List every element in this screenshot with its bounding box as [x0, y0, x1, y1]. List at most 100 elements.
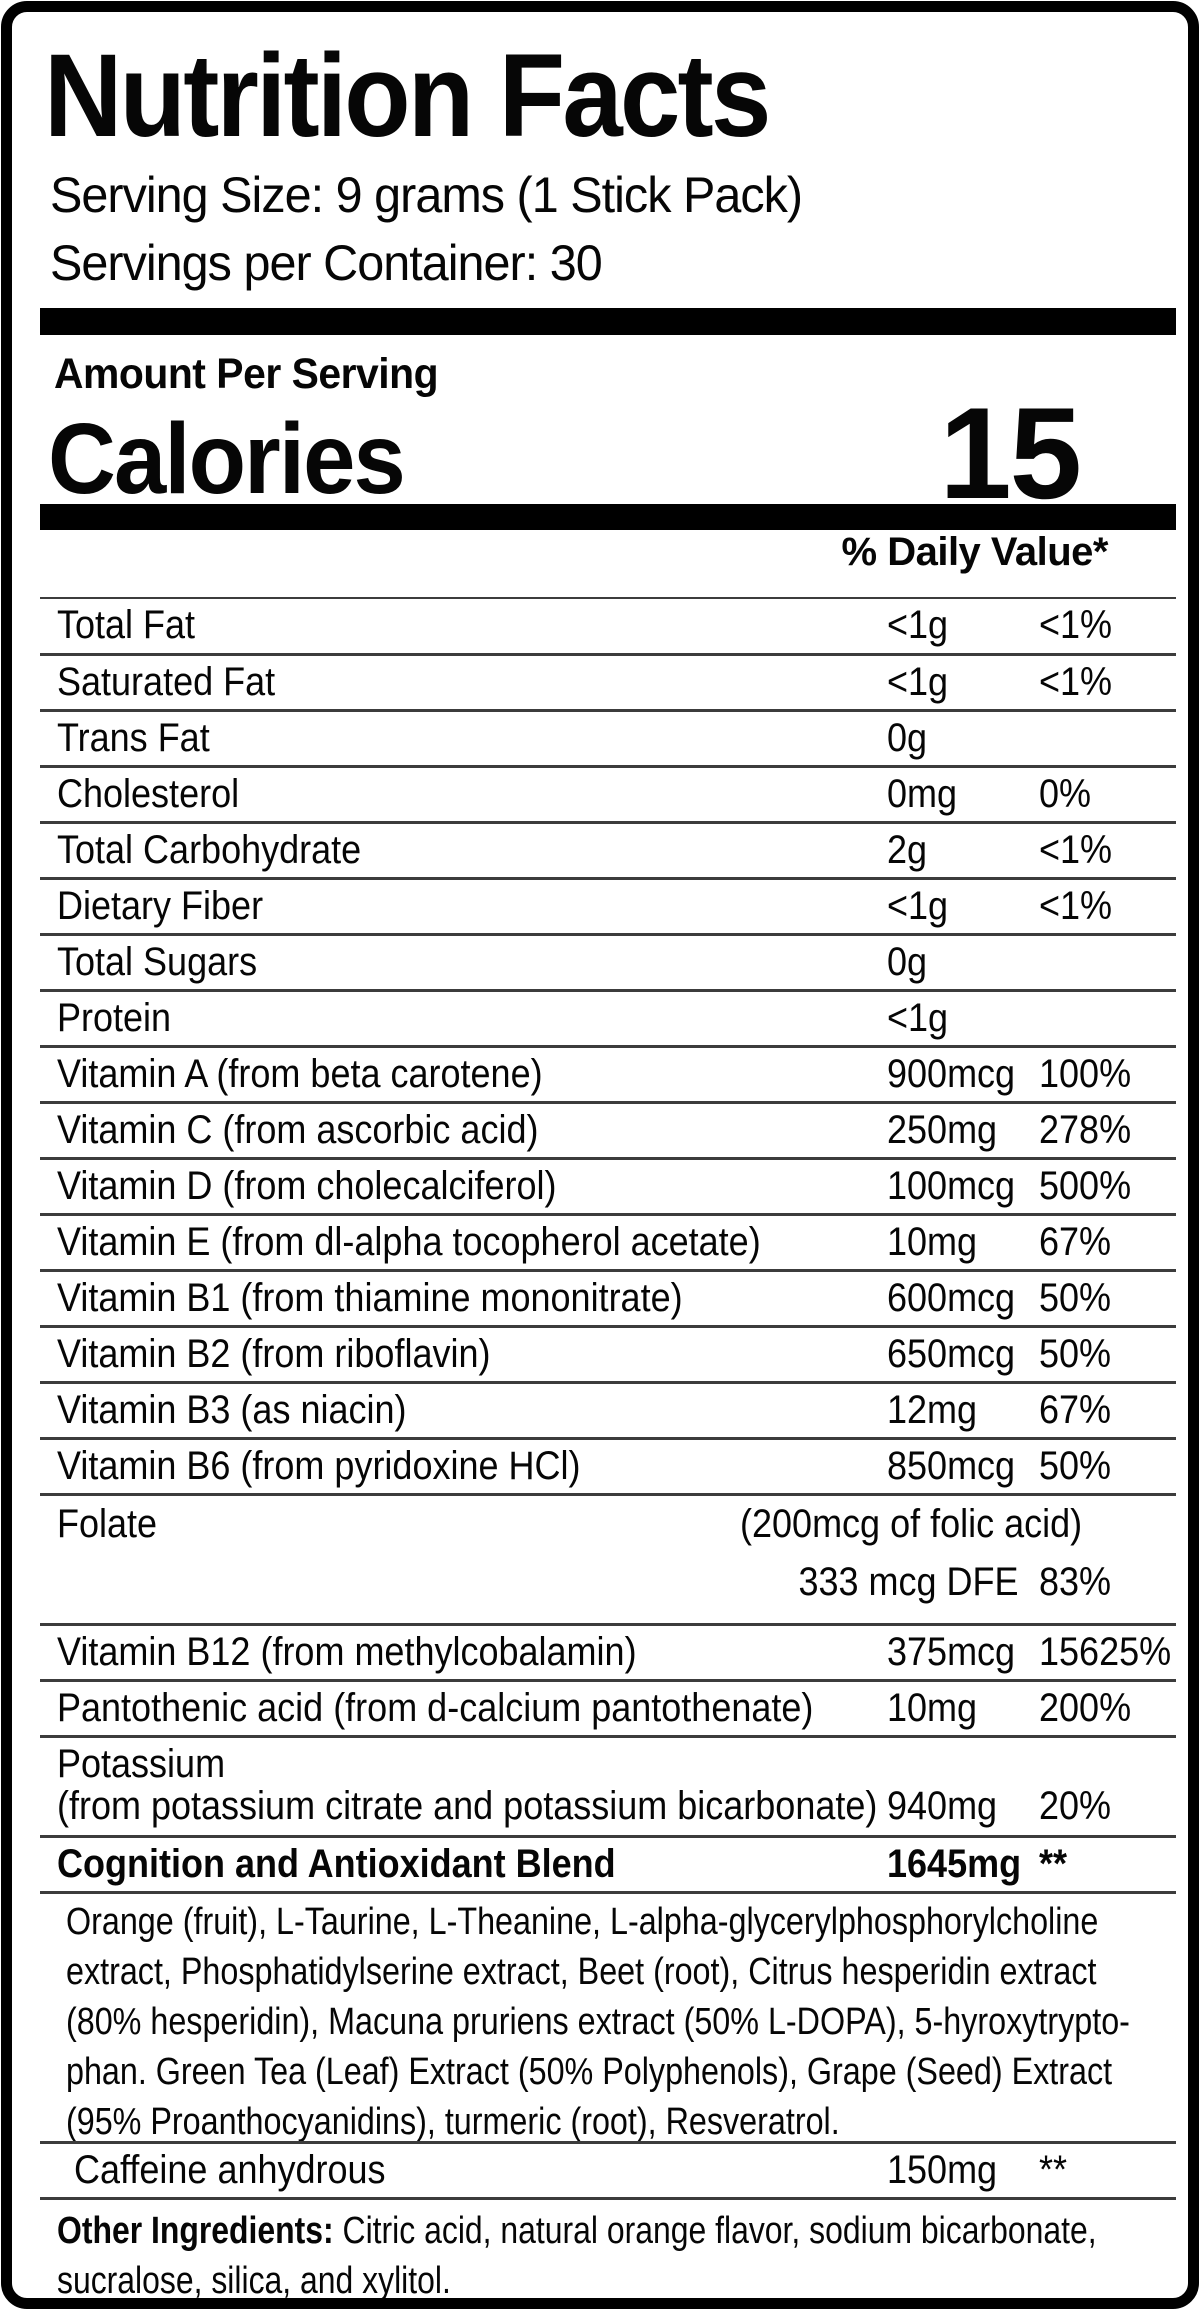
table-row: Orange (fruit), L-Taurine, L-Theanine, L…	[40, 1891, 1176, 2143]
table-row: Vitamin B12 (from methylcobalamin) 375mcg…	[40, 1623, 1176, 1679]
table-row: Folate (200mcg of folic acid) 333 mcg DFE 8…	[40, 1493, 1176, 1623]
row-daily-value: 0%	[1039, 772, 1092, 816]
row-amount: 150mg	[887, 2148, 998, 2192]
table-row: Vitamin B2 (from riboflavin) 650mcg 50%	[40, 1325, 1176, 1381]
table-row: Potassium (from potassium citrate and pot…	[40, 1735, 1176, 1835]
row-label: Potassium	[57, 1742, 226, 1786]
row-amount: 2g	[887, 828, 928, 872]
table-row: Other Ingredients: Citric acid, natural …	[40, 2197, 1176, 2302]
row-label: Total Sugars	[57, 940, 258, 984]
table-row: Vitamin B6 (from pyridoxine HCl) 850mcg 50…	[40, 1437, 1176, 1493]
table-row: Vitamin B3 (as niacin) 12mg 67%	[40, 1381, 1176, 1437]
row-daily-value: 100%	[1039, 1052, 1132, 1096]
row-label: Vitamin D (from cholecalciferol)	[57, 1164, 557, 1208]
row-daily-value: 50%	[1039, 1276, 1112, 1320]
blend-ingredients-line: Orange (fruit), L-Taurine, L-Theanine, L…	[66, 1901, 1099, 1943]
row-amount: 650mcg	[887, 1332, 1016, 1376]
row-daily-value: 200%	[1039, 1686, 1132, 1730]
table-row: Total Carbohydrate 2g <1%	[40, 821, 1176, 877]
table-row: Trans Fat 0g	[40, 709, 1176, 765]
table-row: Caffeine anhydrous 150mg **	[40, 2141, 1176, 2197]
serving-size-text: Serving Size: 9 grams (1 Stick Pack)	[50, 167, 803, 223]
row-daily-value: 67%	[1039, 1220, 1112, 1264]
other-ingredients-line: sucralose, silica, and xylitol.	[57, 2260, 451, 2302]
amount-per-serving-label: Amount Per Serving	[54, 350, 439, 398]
row-label: Cholesterol	[57, 772, 240, 816]
blend-ingredients-line: (95% Proanthocyanidins), turmeric (root)…	[66, 2101, 840, 2143]
row-amount: 600mcg	[887, 1276, 1016, 1320]
row-amount: <1g	[887, 996, 949, 1040]
row-amount: 10mg	[887, 1686, 978, 1730]
row-daily-value: <1%	[1039, 660, 1113, 704]
calories-label: Calories	[48, 403, 406, 515]
divider-bar-top	[40, 308, 1176, 335]
row-daily-value: 500%	[1039, 1164, 1132, 1208]
row-daily-value: 15625%	[1039, 1630, 1172, 1674]
row-label: Vitamin B6 (from pyridoxine HCl)	[57, 1444, 581, 1488]
row-label: Total Carbohydrate	[57, 828, 362, 872]
row-amount: <1g	[887, 603, 949, 647]
row-amount: 375mcg	[887, 1630, 1016, 1674]
table-row: Vitamin D (from cholecalciferol) 100mcg 50…	[40, 1157, 1176, 1213]
row-daily-value: 278%	[1039, 1108, 1132, 1152]
row-label: Total Fat	[57, 603, 196, 647]
row-label: Cognition and Antioxidant Blend	[57, 1842, 616, 1886]
blend-ingredients-line: phan. Green Tea (Leaf) Extract (50% Poly…	[66, 2051, 1113, 2093]
row-daily-value: 83%	[1039, 1560, 1112, 1604]
row-amount: 900mcg	[887, 1052, 1016, 1096]
row-label: Saturated Fat	[57, 660, 276, 704]
row-label: Vitamin C (from ascorbic acid)	[57, 1108, 539, 1152]
row-amount: 10mg	[887, 1220, 978, 1264]
row-label: Protein	[57, 996, 172, 1040]
row-daily-value: 50%	[1039, 1332, 1112, 1376]
row-label: Dietary Fiber	[57, 884, 264, 928]
table-row: Pantothenic acid (from d-calcium pantoth…	[40, 1679, 1176, 1735]
row-amount: 12mg	[887, 1388, 978, 1432]
table-row: Vitamin E (from dl-alpha tocopherol acet…	[40, 1213, 1176, 1269]
row-amount: 0mg	[887, 772, 958, 816]
divider-bar-calories	[40, 504, 1176, 530]
row-daily-value: 50%	[1039, 1444, 1112, 1488]
row-label: Vitamin B2 (from riboflavin)	[57, 1332, 491, 1376]
table-row: Vitamin C (from ascorbic acid) 250mg 278%	[40, 1101, 1176, 1157]
row-label: Vitamin B12 (from methylcobalamin)	[57, 1630, 637, 1674]
table-row: Dietary Fiber <1g <1%	[40, 877, 1176, 933]
row-daily-value: **	[1039, 1842, 1068, 1886]
row-daily-value: <1%	[1039, 603, 1113, 647]
table-row: Total Sugars 0g	[40, 933, 1176, 989]
page-title: Nutrition Facts	[44, 30, 771, 162]
table-row: Cognition and Antioxidant Blend 1645mg **	[40, 1835, 1176, 1891]
row-label: Pantothenic acid (from d-calcium pantoth…	[57, 1686, 814, 1730]
row-amount: 850mcg	[887, 1444, 1016, 1488]
row-amount: <1g	[887, 884, 949, 928]
row-amount: 940mg	[887, 1784, 998, 1828]
table-row: Total Fat <1g <1%	[40, 597, 1176, 653]
row-daily-value: **	[1039, 2148, 1068, 2192]
other-ingredients-prefix: Other Ingredients:	[57, 2210, 334, 2252]
servings-per-container-text: Servings per Container: 30	[50, 235, 603, 291]
table-row: Saturated Fat <1g <1%	[40, 653, 1176, 709]
table-row: Vitamin A (from beta carotene) 900mcg 100%	[40, 1045, 1176, 1101]
table-row: Protein <1g	[40, 989, 1176, 1045]
row-label: Caffeine anhydrous	[74, 2148, 386, 2192]
calories-value: 15	[939, 380, 1082, 526]
row-sublabel: (from potassium citrate and potassium bi…	[57, 1784, 878, 1828]
daily-value-header: % Daily Value*	[841, 530, 1109, 574]
other-ingredients-line: Other Ingredients: Citric acid, natural …	[57, 2210, 1097, 2252]
row-label: Vitamin B1 (from thiamine mononitrate)	[57, 1276, 683, 1320]
row-amount: 100mcg	[887, 1164, 1016, 1208]
nutrient-table: Total Fat <1g <1% Saturated Fat <1g <1% Trans …	[40, 597, 1176, 2302]
row-daily-value: 20%	[1039, 1784, 1112, 1828]
blend-ingredients-line: extract, Phosphatidylserine extract, Bee…	[66, 1951, 1097, 1993]
row-amount: 333 mcg DFE	[798, 1560, 1019, 1604]
row-amount: 0g	[887, 716, 928, 760]
row-daily-value: <1%	[1039, 828, 1113, 872]
row-amount: <1g	[887, 660, 949, 704]
row-label: Trans Fat	[57, 716, 210, 760]
row-daily-value: 67%	[1039, 1388, 1112, 1432]
row-note: (200mcg of folic acid)	[739, 1502, 1082, 1546]
row-amount: 1645mg	[887, 1842, 1022, 1886]
row-amount: 250mg	[887, 1108, 998, 1152]
row-amount: 0g	[887, 940, 928, 984]
